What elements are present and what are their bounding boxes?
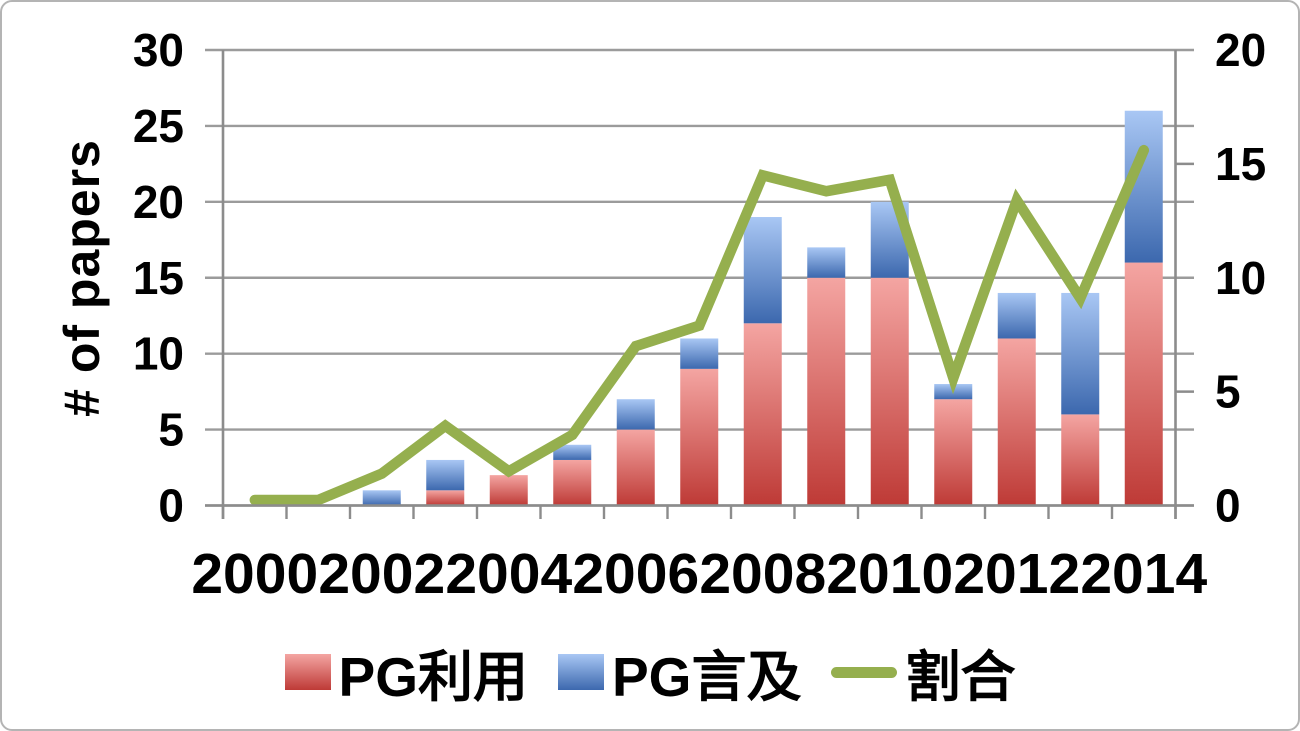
bar-segment-pg-use-2008: [743, 323, 782, 506]
bar-segment-pg-use-2011: [934, 399, 973, 506]
left-axis-tick-label: 15: [133, 252, 184, 304]
legend-swatch-red-bar-icon: [284, 654, 331, 690]
bar-series: [362, 110, 1163, 506]
left-axis-tick-label: 25: [133, 100, 184, 152]
bar-segment-pg-mention-2006: [616, 399, 655, 430]
axes-and-ticks: [205, 50, 1194, 519]
x-axis-tick-label: 2002: [318, 542, 445, 606]
bar-segment-pg-mention-2005: [553, 444, 592, 460]
right-axis-tick-label: 10: [1215, 252, 1266, 304]
bar-segment-pg-use-2010: [870, 277, 909, 506]
right-axis-tick-label: 20: [1215, 24, 1266, 76]
x-axis-tick-label: 2000: [191, 542, 318, 606]
bar-segment-pg-mention-2012: [997, 292, 1036, 339]
right-axis-tick-label: 15: [1215, 138, 1266, 190]
bar-segment-pg-mention-2002: [362, 490, 401, 506]
x-axis-tick-label: 2010: [826, 542, 953, 606]
bar-segment-pg-mention-2009: [807, 247, 846, 278]
bar-segment-pg-use-2014: [1124, 262, 1163, 506]
legend-label-ratio: 割合: [905, 646, 1016, 708]
bar-segment-pg-mention-2003: [426, 459, 465, 491]
left-axis-tick-label: 0: [158, 480, 184, 532]
legend: PG利用 PG言及 割合: [2, 636, 1298, 708]
bar-segment-pg-use-2012: [997, 338, 1036, 506]
ratio-line-series: [249, 144, 1150, 506]
right-axis-tick-label: 5: [1215, 366, 1241, 418]
legend-item-pg-mention: PG言及: [557, 632, 802, 712]
bar-segment-pg-mention-2008: [743, 217, 782, 324]
left-axis-tick-label: 10: [133, 328, 184, 380]
x-axis-tick-label: 2012: [953, 542, 1080, 606]
bar-segment-pg-mention-2013: [1061, 292, 1100, 415]
bar-segment-pg-use-2003: [426, 490, 465, 506]
right-axis-tick-label: 0: [1215, 480, 1241, 532]
x-axis-tick-label: 2008: [699, 542, 826, 606]
left-axis-tick-label: 5: [158, 404, 184, 456]
legend-label-pg-mention: PG言及: [611, 646, 802, 708]
left-axis-tick-label: 30: [133, 24, 184, 76]
left-axis-tick-label: 20: [133, 176, 184, 228]
y-axis-title: # of papers: [54, 139, 110, 417]
bar-segment-pg-use-2004: [489, 475, 528, 506]
bar-segment-pg-mention-2007: [680, 338, 719, 369]
ratio-line: [249, 144, 1150, 506]
bar-segment-pg-use-2013: [1061, 414, 1100, 506]
bar-segment-pg-use-2005: [553, 459, 592, 506]
legend-item-pg-use: PG利用: [284, 632, 528, 712]
legend-label-pg-use: PG利用: [338, 646, 528, 708]
x-axis-tick-label: 2004: [445, 542, 572, 606]
bar-segment-pg-use-2009: [807, 277, 846, 506]
bar-segment-pg-use-2007: [680, 368, 719, 506]
bar-segment-pg-use-2006: [616, 429, 655, 506]
legend-swatch-blue-bar-icon: [557, 654, 604, 690]
x-axis-tick-label: 2014: [1080, 542, 1207, 606]
legend-swatch-green-line-icon: [831, 666, 898, 678]
legend-item-ratio: 割合: [831, 632, 1015, 712]
x-axis-tick-label: 2006: [572, 542, 699, 606]
